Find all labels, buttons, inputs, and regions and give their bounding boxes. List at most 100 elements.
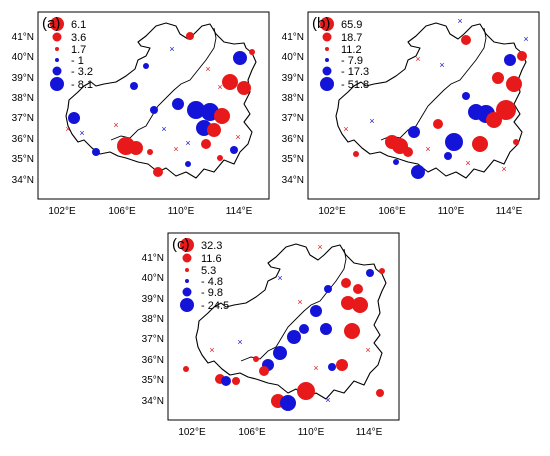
lat-tick-label: 40°N <box>12 52 34 63</box>
station-marker <box>366 269 374 277</box>
station-marker <box>259 366 269 376</box>
legend-label: 11.6 <box>201 253 222 265</box>
panel-label-b: (b) <box>312 15 330 32</box>
station-marker <box>324 285 332 293</box>
station-marker <box>147 149 153 155</box>
station-marker <box>201 139 211 149</box>
legend-symbol <box>325 47 329 51</box>
station-markers: × × × × × × × × <box>183 242 385 411</box>
lon-tick-label: 114°E <box>226 206 253 217</box>
lat-tick-label: 35°N <box>282 154 304 165</box>
lat-tick-label: 40°N <box>282 52 304 63</box>
legend-label: - 1 <box>71 55 84 67</box>
insignificant-marker: × <box>439 60 444 70</box>
station-marker <box>461 35 471 45</box>
station-marker <box>517 51 527 61</box>
station-marker <box>232 377 240 385</box>
map-frame <box>37 11 270 200</box>
legend-label: - 4.8 <box>201 276 223 288</box>
station-marker <box>444 152 452 160</box>
map-panel-c: × × × × × × × × 32.3 11.6 5.3 - 4.8 - 9.… <box>142 232 400 438</box>
insignificant-marker: × <box>277 273 282 283</box>
map-frame <box>307 11 540 200</box>
station-marker <box>352 297 368 313</box>
legend-symbol <box>322 66 332 76</box>
station-marker <box>299 324 309 334</box>
station-marker <box>183 366 189 372</box>
station-marker <box>344 323 360 339</box>
legend-symbol <box>50 17 64 31</box>
lat-tick-label: 38°N <box>142 314 164 325</box>
legend-symbol <box>320 77 334 91</box>
legend-symbol <box>322 32 332 42</box>
insignificant-marker: × <box>237 337 242 347</box>
insignificant-marker: × <box>523 34 528 44</box>
lon-tick-label: 106°E <box>108 206 136 217</box>
latitude-axis: 41°N 40°N 39°N 38°N 37°N 36°N 35°N 34°N <box>282 32 304 186</box>
lat-tick-label: 37°N <box>12 113 34 124</box>
legend-label: 3.6 <box>71 32 86 44</box>
lon-tick-label: 102°E <box>318 206 346 217</box>
legend-symbol <box>180 238 194 252</box>
lat-tick-label: 39°N <box>12 73 34 84</box>
lon-tick-label: 114°E <box>356 427 383 438</box>
latitude-axis: 41°N 40°N 39°N 38°N 37°N 36°N 35°N 34°N <box>12 32 34 186</box>
station-marker <box>376 389 384 397</box>
station-marker <box>379 268 385 274</box>
station-marker <box>150 106 158 114</box>
station-marker <box>341 278 351 288</box>
station-marker <box>310 305 322 317</box>
station-marker <box>186 32 194 40</box>
station-marker <box>403 147 413 157</box>
station-marker <box>297 382 315 400</box>
legend-symbol <box>185 268 189 272</box>
station-marker <box>408 126 420 138</box>
station-marker <box>280 395 296 411</box>
legend-label: 65.9 <box>341 19 362 31</box>
station-marker <box>513 139 519 145</box>
station-marker <box>221 376 231 386</box>
station-marker <box>411 165 425 179</box>
insignificant-marker: × <box>501 164 506 174</box>
insignificant-marker: × <box>297 297 302 307</box>
insignificant-marker: × <box>415 54 420 64</box>
lat-tick-label: 41°N <box>12 32 34 43</box>
legend-symbol <box>52 66 62 76</box>
legend-symbol <box>325 58 329 62</box>
lat-tick-label: 36°N <box>12 134 34 145</box>
study-region <box>195 243 387 400</box>
insignificant-marker: × <box>161 124 166 134</box>
station-markers: × × × × × × × × × <box>343 16 529 179</box>
study-region <box>335 22 527 179</box>
insignificant-marker: × <box>79 128 84 138</box>
lat-tick-label: 37°N <box>142 334 164 345</box>
panel-label-c: (c) <box>172 236 190 253</box>
map-legend: 6.1 3.6 1.7 - 1 - 3.2 - 8.1 <box>50 17 93 91</box>
legend-label: 1.7 <box>71 44 86 56</box>
station-marker <box>130 82 138 90</box>
insignificant-marker: × <box>317 242 322 252</box>
insignificant-marker: × <box>205 64 210 74</box>
insignificant-marker: × <box>113 120 118 130</box>
insignificant-marker: × <box>313 363 318 373</box>
insignificant-marker: × <box>209 345 214 355</box>
station-marker <box>249 49 255 55</box>
station-marker <box>129 141 143 155</box>
station-marker <box>433 119 443 129</box>
legend-symbol <box>180 298 194 312</box>
lat-tick-label: 35°N <box>142 375 164 386</box>
station-marker <box>217 155 223 161</box>
station-marker <box>187 101 205 119</box>
legend-label: - 8.1 <box>71 79 93 91</box>
station-marker <box>445 133 463 151</box>
station-marker <box>496 100 516 120</box>
legend-symbol <box>320 17 334 31</box>
station-marker <box>273 346 287 360</box>
longitude-axis: 102°E 106°E 110°E 114°E <box>318 206 522 217</box>
lon-tick-label: 110°E <box>298 427 325 438</box>
legend-symbol <box>55 47 59 51</box>
station-marker <box>506 76 522 92</box>
insignificant-marker: × <box>425 144 430 154</box>
legend-label: - 24.5 <box>201 300 229 312</box>
station-markers: × × × × × × × × × × <box>65 32 255 177</box>
